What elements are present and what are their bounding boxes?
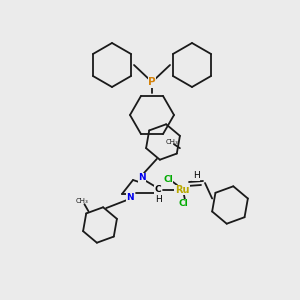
- Text: Cl: Cl: [163, 175, 173, 184]
- Text: C: C: [155, 185, 161, 194]
- Text: N: N: [138, 173, 146, 182]
- Text: P: P: [148, 77, 156, 87]
- Text: CH₃: CH₃: [166, 139, 178, 145]
- Text: CH₃: CH₃: [76, 198, 89, 204]
- Text: H: H: [154, 196, 161, 205]
- Text: H: H: [193, 172, 200, 181]
- Text: Cl: Cl: [178, 200, 188, 208]
- Text: N: N: [126, 193, 134, 202]
- Text: Ru: Ru: [175, 185, 189, 195]
